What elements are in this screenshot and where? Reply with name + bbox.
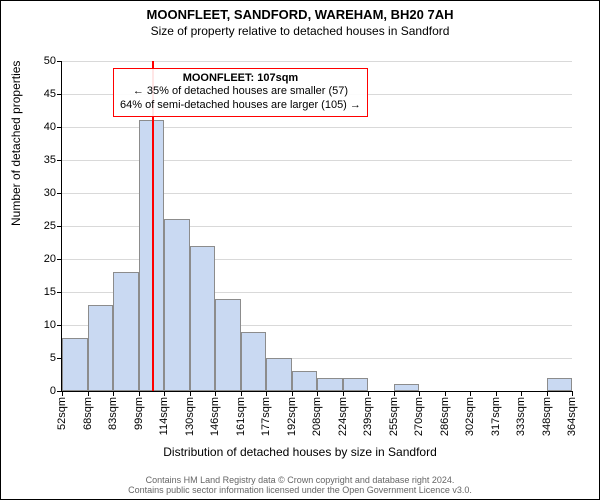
xtick-label: 348sqm [541,397,553,436]
xtick-mark [368,391,369,396]
histogram-bar [164,219,190,391]
xtick-mark [572,391,573,396]
ytick-label: 45 [44,88,62,100]
xtick-label: 99sqm [133,397,145,430]
chart-title: MOONFLEET, SANDFORD, WAREHAM, BH20 7AH [1,7,599,22]
ytick-label: 15 [44,286,62,298]
histogram-bar [113,272,139,391]
histogram-bar [215,299,241,391]
xtick-mark [266,391,267,396]
xtick-mark [139,391,140,396]
xtick-label: 130sqm [184,397,196,436]
histogram-bar [190,246,216,391]
xtick-label: 302sqm [464,397,476,436]
histogram-bar [62,338,88,391]
x-axis-label: Distribution of detached houses by size … [1,445,599,459]
chart-caption: Contains HM Land Registry data © Crown c… [1,475,599,495]
histogram-bar [394,384,420,391]
histogram-bar [266,358,292,391]
xtick-mark [547,391,548,396]
annotation-line: ← 35% of detached houses are smaller (57… [120,85,361,99]
ytick-label: 25 [44,220,62,232]
xtick-mark [164,391,165,396]
gridline [62,61,572,62]
plot-area: 0510152025303540455052sqm68sqm83sqm99sqm… [61,61,572,392]
xtick-mark [470,391,471,396]
xtick-label: 333sqm [515,397,527,436]
xtick-label: 192sqm [286,397,298,436]
xtick-label: 114sqm [158,397,170,435]
xtick-mark [62,391,63,396]
annotation-title: MOONFLEET: 107sqm [120,72,361,86]
xtick-mark [292,391,293,396]
xtick-mark [343,391,344,396]
xtick-mark [215,391,216,396]
xtick-label: 286sqm [439,397,451,436]
xtick-label: 52sqm [56,397,68,430]
ytick-label: 30 [44,187,62,199]
y-axis-label: Number of detached properties [9,61,23,226]
ytick-label: 5 [50,352,62,364]
xtick-mark [496,391,497,396]
ytick-label: 50 [44,55,62,67]
xtick-label: 177sqm [260,397,272,436]
xtick-label: 317sqm [490,397,502,436]
xtick-mark [445,391,446,396]
ytick-label: 40 [44,121,62,133]
xtick-label: 255sqm [388,397,400,436]
xtick-label: 270sqm [413,397,425,436]
histogram-bar [241,332,267,391]
xtick-label: 364sqm [566,397,578,436]
xtick-mark [88,391,89,396]
xtick-label: 239sqm [362,397,374,436]
xtick-mark [317,391,318,396]
xtick-label: 224sqm [337,397,349,436]
histogram-bar [292,371,318,391]
chart-container: { "chart": { "type": "histogram", "title… [0,0,600,500]
histogram-bar [317,378,343,391]
xtick-mark [419,391,420,396]
xtick-label: 161sqm [235,397,247,436]
xtick-mark [521,391,522,396]
ytick-label: 10 [44,319,62,331]
xtick-label: 83sqm [107,397,119,430]
histogram-bar [547,378,573,391]
xtick-label: 68sqm [82,397,94,430]
xtick-label: 208sqm [311,397,323,436]
annotation-box: MOONFLEET: 107sqm← 35% of detached house… [113,68,368,117]
xtick-mark [190,391,191,396]
ytick-label: 20 [44,253,62,265]
histogram-bar [88,305,114,391]
ytick-label: 0 [50,385,62,397]
xtick-mark [113,391,114,396]
histogram-bar [343,378,369,391]
xtick-mark [241,391,242,396]
xtick-mark [394,391,395,396]
ytick-label: 35 [44,154,62,166]
chart-subtitle: Size of property relative to detached ho… [1,24,599,38]
annotation-line: 64% of semi-detached houses are larger (… [120,99,361,113]
xtick-label: 146sqm [209,397,221,436]
